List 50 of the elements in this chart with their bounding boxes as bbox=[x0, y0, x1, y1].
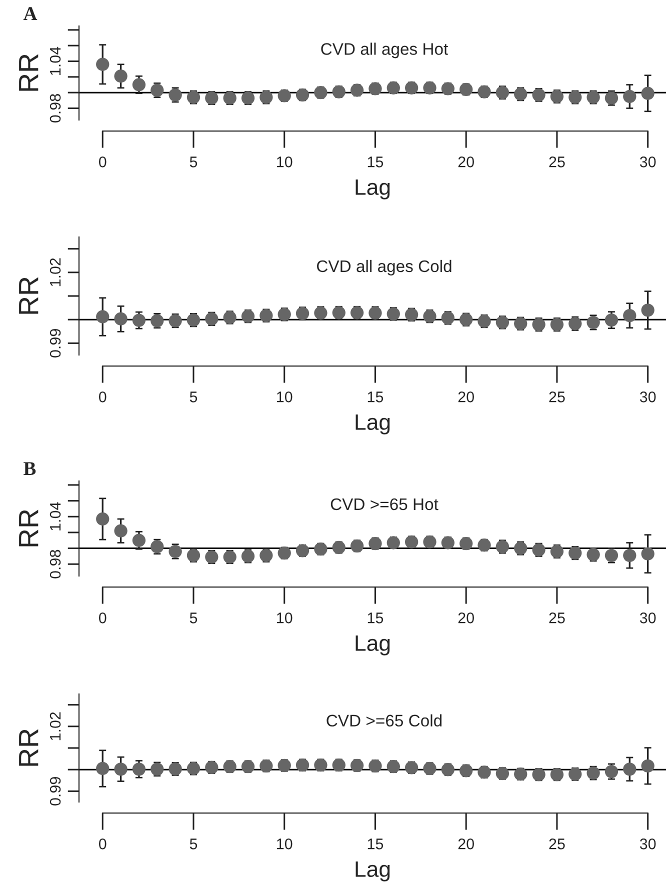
x-axis-title: Lag bbox=[356, 862, 390, 882]
y-tick-label: 1.02 bbox=[50, 712, 61, 740]
text: B bbox=[24, 462, 36, 476]
x-axis-title: Lag bbox=[356, 180, 390, 200]
x-tick-label: 10 bbox=[277, 392, 292, 402]
x-tick-label: 30 bbox=[640, 838, 656, 850]
text: CVD >=65 Hot bbox=[330, 498, 438, 510]
x-tick-label: 30 bbox=[640, 612, 656, 624]
x-tick-label: 0 bbox=[98, 612, 106, 624]
x-tick-label: 30 bbox=[640, 156, 656, 168]
x-tick-label: 20 bbox=[458, 612, 474, 624]
x-tick-label: 0 bbox=[98, 838, 106, 850]
x-tick-label: 5 bbox=[190, 612, 198, 624]
y-tick-label: 1.04 bbox=[50, 46, 61, 75]
x-tick-label: 15 bbox=[368, 392, 384, 402]
x-tick-label: 20 bbox=[458, 392, 474, 402]
x-tick-label: 0 bbox=[98, 156, 106, 168]
y-axis-title: RR bbox=[19, 729, 38, 766]
y-tick-label: 1.02 bbox=[50, 258, 61, 286]
y-axis-title: RR bbox=[19, 510, 38, 546]
x-tick-label: 0 bbox=[98, 392, 106, 402]
y-axis-title: RR bbox=[19, 54, 38, 91]
x-axis-title: Lag bbox=[356, 636, 390, 656]
x-tick-label: 10 bbox=[277, 838, 292, 850]
x-tick-label: 25 bbox=[549, 838, 565, 850]
text: CVD all ages Cold bbox=[317, 260, 452, 276]
x-tick-label: 15 bbox=[368, 838, 384, 850]
x-tick-label: 5 bbox=[190, 838, 198, 850]
x-tick-label: 10 bbox=[277, 156, 292, 168]
text: CVD >=65 Cold bbox=[326, 714, 442, 727]
x-tick-label: 5 bbox=[190, 156, 198, 168]
y-tick-label: 0.98 bbox=[50, 94, 61, 123]
y-tick-label: 0.98 bbox=[50, 550, 61, 578]
x-tick-label: 20 bbox=[458, 156, 474, 168]
x-tick-label: 30 bbox=[640, 392, 656, 402]
x-tick-label: 20 bbox=[458, 838, 474, 850]
x-tick-label: 15 bbox=[368, 612, 384, 624]
text: A bbox=[23, 7, 38, 20]
x-axis-title: Lag bbox=[356, 414, 390, 434]
y-tick-label: 0.99 bbox=[50, 777, 61, 806]
y-tick-label: 0.99 bbox=[50, 329, 61, 358]
x-tick-label: 10 bbox=[277, 612, 292, 624]
y-axis-title: RR bbox=[19, 277, 38, 314]
x-tick-label: 25 bbox=[549, 156, 565, 168]
text: CVD all ages Hot bbox=[321, 42, 448, 58]
x-tick-label: 15 bbox=[368, 156, 384, 168]
y-tick-label: 1.04 bbox=[50, 502, 61, 530]
x-tick-label: 25 bbox=[549, 392, 565, 402]
x-tick-label: 5 bbox=[190, 392, 198, 402]
x-tick-label: 25 bbox=[549, 612, 565, 624]
